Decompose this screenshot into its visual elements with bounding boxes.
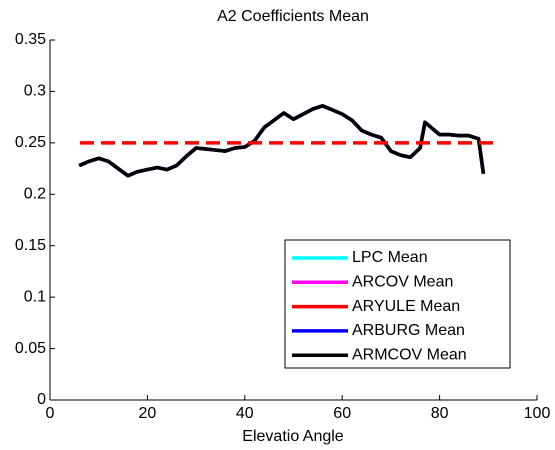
legend-label: LPC Mean xyxy=(352,249,428,266)
x-tick-label: 60 xyxy=(333,405,351,422)
y-tick-label: 0.15 xyxy=(15,237,46,254)
legend-label: ARYULE Mean xyxy=(352,298,460,315)
y-tick-label: 0.35 xyxy=(15,31,46,48)
y-tick-label: 0.05 xyxy=(15,340,46,357)
legend-label: ARMCOV Mean xyxy=(352,346,467,363)
y-tick-label: 0.3 xyxy=(24,83,46,100)
y-tick-label: 0.25 xyxy=(15,134,46,151)
series-line xyxy=(78,104,486,178)
y-tick-label: 0.2 xyxy=(24,186,46,203)
legend-label: ARBURG Mean xyxy=(352,322,465,339)
x-tick-label: 80 xyxy=(431,405,449,422)
y-tick-label: 0.1 xyxy=(24,288,46,305)
x-tick-label: 40 xyxy=(236,405,254,422)
x-tick-label: 20 xyxy=(139,405,157,422)
chart-title: A2 Coefficients Mean xyxy=(217,8,369,25)
x-axis-label: Elevatio Angle xyxy=(242,428,344,445)
legend-box xyxy=(284,239,511,369)
legend-label: ARCOV Mean xyxy=(352,274,453,291)
y-tick-label: 0 xyxy=(37,391,46,408)
x-tick-label: 0 xyxy=(46,405,55,422)
x-tick-label: 100 xyxy=(524,405,551,422)
